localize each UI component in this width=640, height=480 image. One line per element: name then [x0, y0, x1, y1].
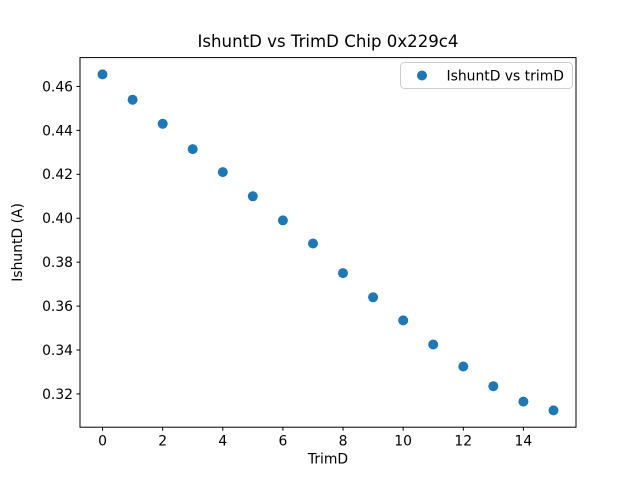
x-tick-label: 6 — [278, 434, 287, 450]
y-tick-label: 0.36 — [42, 299, 73, 315]
x-tick-label: 10 — [394, 434, 412, 450]
scatter-point — [428, 339, 439, 350]
y-tick-label: 0.40 — [42, 211, 73, 227]
x-tick-label: 0 — [98, 434, 107, 450]
y-tick-label: 0.34 — [42, 343, 73, 359]
y-axis-ticks: 0.32 0.34 0.36 0.38 0.40 0.42 0.44 0.46 — [42, 79, 80, 403]
scatter-point — [277, 215, 288, 226]
x-tick-label: 4 — [218, 434, 227, 450]
scatter-point — [308, 238, 318, 249]
x-axis-ticks: 0 2 4 6 8 10 12 14 — [98, 427, 532, 450]
legend-label: IshuntD vs trimD — [447, 68, 564, 84]
x-tick-label: 8 — [339, 434, 348, 450]
plot-border — [79, 57, 577, 428]
x-tick-label: 2 — [158, 434, 167, 450]
y-tick-label: 0.38 — [42, 255, 73, 271]
scatter-point — [97, 69, 108, 80]
scatter-point — [548, 405, 559, 416]
scatter-point — [187, 144, 198, 155]
legend-box — [400, 62, 573, 89]
plot-area — [80, 57, 576, 428]
x-tick-label: 14 — [515, 434, 533, 450]
scatter-point — [217, 167, 228, 178]
y-tick-label: 0.44 — [42, 123, 73, 139]
x-tick-label: 12 — [454, 434, 472, 450]
scatter-point — [488, 381, 499, 392]
y-axis-label: IshuntD (A) — [10, 203, 26, 282]
scatter-points — [97, 69, 559, 416]
scatter-point — [398, 315, 409, 326]
scatter-point — [368, 292, 379, 303]
y-tick-label: 0.46 — [42, 79, 73, 95]
x-axis-label: TrimD — [307, 452, 348, 468]
legend: IshuntD vs trimD — [400, 62, 573, 89]
y-tick-label: 0.42 — [42, 167, 73, 183]
chart-title: IshuntD vs TrimD Chip 0x229c4 — [198, 32, 459, 51]
legend-marker-icon — [417, 70, 427, 81]
y-tick-label: 0.32 — [42, 387, 73, 403]
scatter-point — [127, 94, 138, 105]
scatter-point — [518, 396, 529, 407]
scatter-point — [338, 268, 348, 279]
scatter-point — [247, 191, 258, 202]
scatter-point — [157, 118, 168, 129]
scatter-point — [458, 361, 469, 372]
